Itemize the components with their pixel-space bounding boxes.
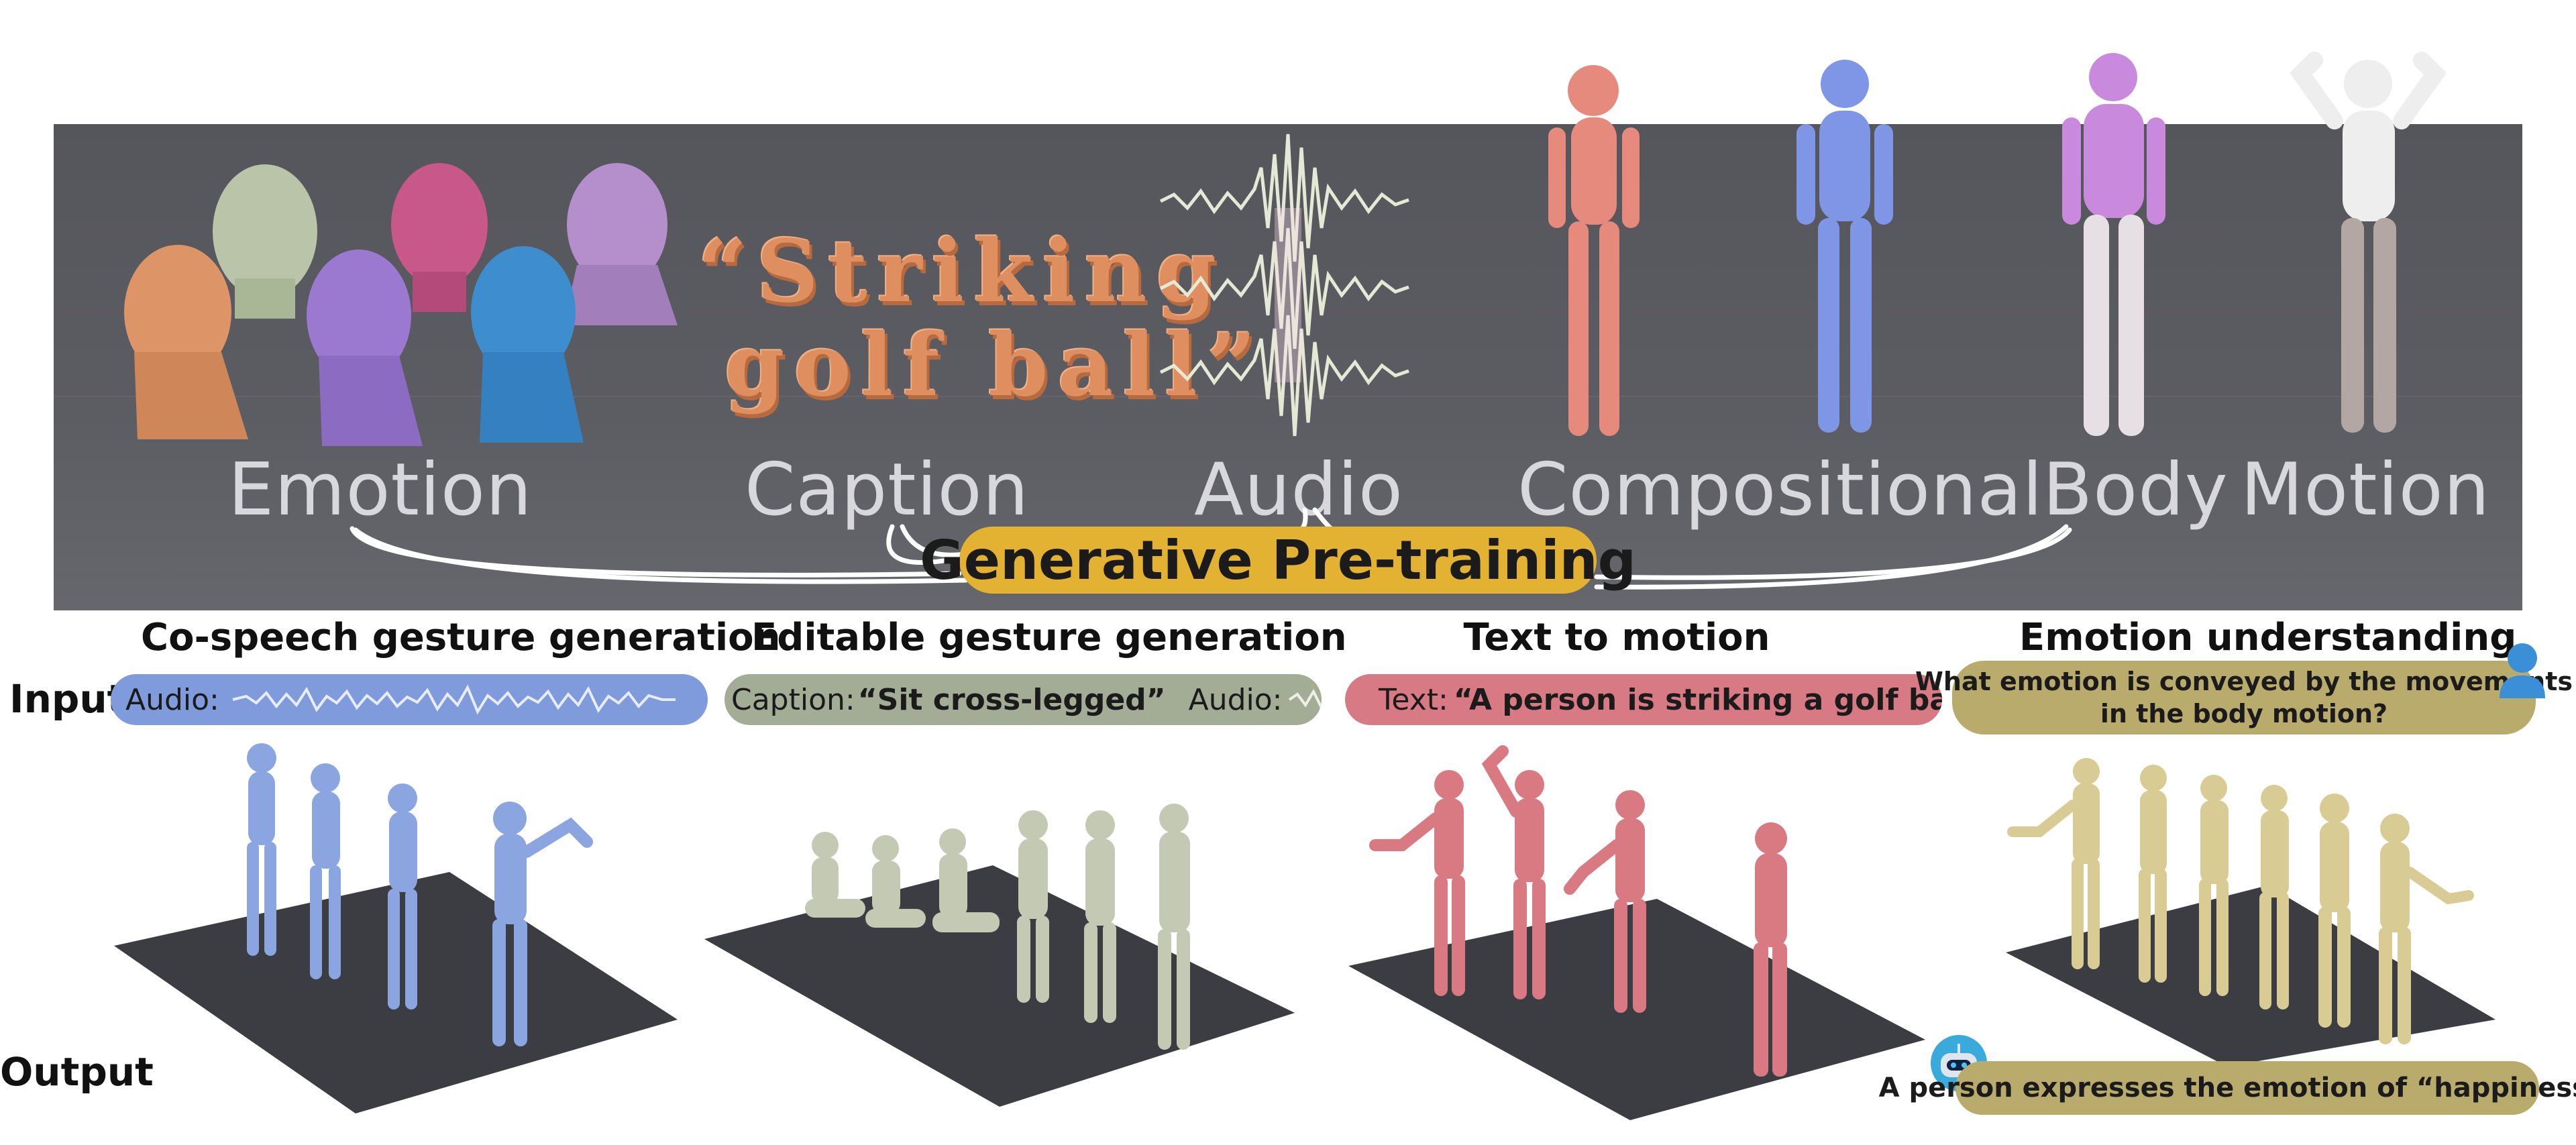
output-scene-editable	[704, 804, 1295, 1107]
input-caption-prefix: Caption:	[731, 682, 855, 717]
modality-audio: Audio	[1194, 448, 1403, 532]
task-title-emotion-understanding: Emotion understanding	[2019, 616, 2517, 659]
task-title-text-to-motion: Text to motion	[1463, 616, 1770, 659]
robot-answer-bubble: A person expresses the emotion of “happi…	[1879, 1061, 2576, 1115]
input-text-pill: Text: “A person is striking a golf ball”	[1345, 674, 1942, 725]
standing-bodies	[1548, 52, 2447, 436]
question-line-2: in the body motion?	[2100, 699, 2388, 728]
task-title-co-speech: Co-speech gesture generation	[141, 616, 781, 659]
modality-compositional: Compositional	[1517, 448, 2043, 532]
modality-caption: Caption	[745, 448, 1030, 532]
generative-pretraining-text: Generative Pre-training	[920, 529, 1636, 592]
output-scene-text-to-motion	[1348, 745, 1925, 1120]
modality-connectors	[0, 0, 2576, 671]
output-row-label: Output	[0, 1049, 154, 1095]
modality-emotion: Emotion	[228, 448, 533, 532]
caption-line-2: golf ball”	[724, 315, 1266, 416]
input-audio-prefix-2: Audio:	[1188, 682, 1283, 717]
generative-pretraining-label: Generative Pre-training	[920, 527, 1636, 594]
audio-waveforms	[1159, 133, 1409, 437]
input-caption-value: “Sit cross-legged”	[857, 682, 1166, 717]
input-audio-prefix: Audio:	[125, 682, 219, 717]
user-avatar-icon	[2500, 643, 2545, 698]
user-question-bubble: What emotion is conveyed by the movement…	[1915, 661, 2573, 734]
output-scene-co-speech	[114, 743, 678, 1113]
modality-body: Body	[2043, 448, 2229, 532]
output-scene-emotion	[2006, 758, 2496, 1067]
emotion-heads	[124, 163, 678, 446]
modality-motion: Motion	[2241, 448, 2491, 532]
banner-floor	[54, 396, 2522, 397]
waveform-icon	[1288, 688, 1322, 711]
caption-line-1: “Striking	[698, 221, 1226, 322]
input-text-value: “A person is striking a golf ball”	[1453, 682, 1942, 717]
input-audio-pill: Audio:	[111, 674, 708, 725]
input-row-label: Input	[9, 676, 126, 722]
answer-text: A person expresses the emotion of “happi…	[1878, 1073, 2576, 1103]
question-line-1: What emotion is conveyed by the movement…	[1915, 667, 2573, 696]
input-caption-audio-pill: Caption: “Sit cross-legged” Audio:	[724, 674, 1322, 725]
task-title-editable: Editable gesture generation	[751, 616, 1347, 659]
input-text-prefix: Text:	[1379, 682, 1448, 717]
waveform-icon	[232, 684, 676, 715]
